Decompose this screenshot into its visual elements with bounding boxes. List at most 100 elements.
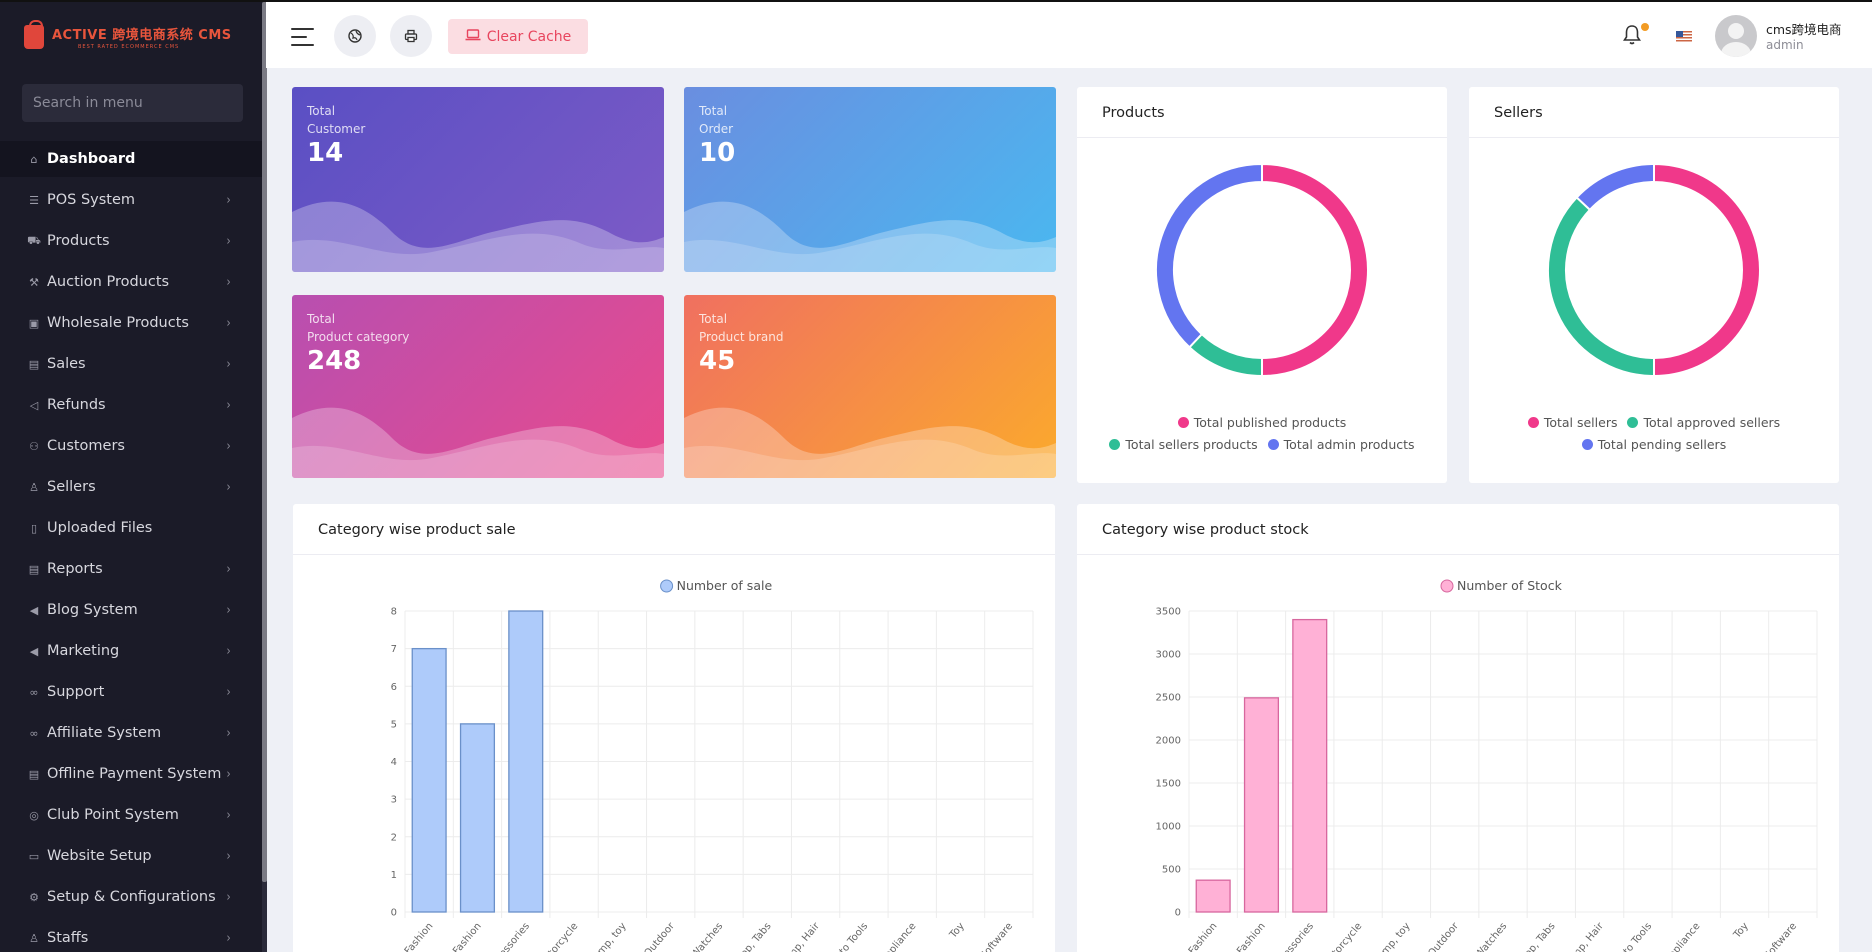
stat-label-line2: Product brand (699, 330, 784, 344)
legend-admin-products[interactable]: Total admin products (1267, 437, 1415, 452)
user-name[interactable]: cms跨境电商 (1766, 22, 1842, 37)
sidebar-item-label: Products (47, 233, 110, 249)
sidebar-item-label: POS System (47, 192, 136, 208)
legend-label: Number of sale (677, 578, 773, 593)
legend-total-sellers[interactable]: Total sellers (1527, 415, 1617, 430)
sidebar-item-pos-system[interactable]: ☰ POS System › (0, 182, 262, 218)
sidebar-item-label: Customers (47, 438, 125, 454)
brand-logo[interactable]: ACTIVE 跨境电商系统 CMS BEST RATED ECOMMERCE C… (24, 20, 232, 52)
legend-dot (1581, 439, 1593, 450)
bar-fashion[interactable] (411, 647, 447, 913)
sidebar-item-customers[interactable]: ⚇ Customers › (0, 428, 262, 464)
products-donut-chart[interactable] (1077, 142, 1447, 402)
sidebar-item-staffs[interactable]: ♙ Staffs › (0, 920, 262, 952)
legend-published[interactable]: Total published products (1177, 415, 1346, 430)
coin-icon: ◎ (29, 808, 39, 822)
sidebar-scrollbar-thumb[interactable] (262, 2, 267, 882)
globe-button[interactable] (334, 15, 376, 57)
chevron-right-icon: › (226, 848, 231, 864)
sidebar-item-affiliate-system[interactable]: ∞ Affiliate System › (0, 715, 262, 751)
globe-icon (348, 29, 362, 43)
sidebar-item-setup-configurations[interactable]: ⚙ Setup & Configurations › (0, 879, 262, 915)
donut-slice-total-published-products[interactable] (1261, 162, 1369, 378)
x-tick-label: Accessories (486, 921, 532, 952)
y-tick-label: 5 (391, 719, 397, 730)
chevron-right-icon: › (226, 438, 231, 454)
x-tick-label: Toy (947, 921, 967, 941)
sidebar-item-dashboard[interactable]: ⌂ Dashboard (0, 141, 262, 177)
y-tick-label: 6 (391, 682, 397, 693)
user-role: admin (1766, 38, 1804, 52)
user-avatar[interactable] (1715, 15, 1757, 57)
sidebar-item-refunds[interactable]: ◁ Refunds › (0, 387, 262, 423)
donut-slice-total-approved-sellers[interactable] (1547, 196, 1655, 378)
shopping-bag-icon (24, 20, 44, 49)
box-icon: ▣ (28, 316, 40, 330)
legend-sellers-products[interactable]: Total sellers products (1109, 437, 1258, 452)
bar-fashion[interactable] (459, 723, 496, 913)
folder-icon: ▯ (30, 521, 38, 535)
sidebar-item-sellers[interactable]: ♙ Sellers › (0, 469, 262, 505)
bullhorn-icon: ◀ (29, 603, 39, 617)
sidebar-search-input[interactable] (22, 84, 243, 122)
sidebar-item-support[interactable]: ∞ Support › (0, 674, 262, 710)
stat-value: 248 (307, 346, 362, 376)
sidebar: ACTIVE 跨境电商系统 CMS BEST RATED ECOMMERCE C… (0, 0, 266, 952)
y-tick-label: 1500 (1156, 779, 1181, 790)
donut-slice-total-admin-products[interactable] (1155, 162, 1263, 349)
x-tick-label: Motorcycle (537, 921, 580, 952)
legend-pending-sellers[interactable]: Total pending sellers (1581, 437, 1726, 452)
sidebar-item-marketing[interactable]: ◀ Marketing › (0, 633, 262, 669)
legend-dot (1627, 417, 1639, 428)
total-customer-card: Total Customer 14 (292, 87, 664, 272)
sidebar-item-label: Wholesale Products (47, 315, 189, 331)
clear-cache-button[interactable]: Clear Cache (448, 19, 588, 54)
category-stock-bar-chart[interactable]: Number of Stock 0 500 1000 1500 2000 2500 3000 3… (1077, 555, 1839, 952)
sidebar-item-sales[interactable]: ▤ Sales › (0, 346, 262, 382)
x-tick-label: Watches (690, 921, 726, 952)
sidebar-item-website-setup[interactable]: ▭ Website Setup › (0, 838, 262, 874)
wave-decoration (292, 407, 664, 478)
chevron-right-icon: › (226, 930, 231, 946)
donut-slice-total-pending-sellers[interactable] (1575, 162, 1655, 212)
legend-swatch[interactable] (1440, 579, 1454, 593)
legend-dot (1527, 417, 1539, 428)
bar-accessories[interactable] (508, 610, 544, 913)
y-tick-label: 2 (391, 832, 397, 843)
sidebar-item-products[interactable]: ⛟ Products › (0, 223, 262, 259)
legend-label: Number of Stock (1457, 578, 1563, 593)
sidebar-item-club-point-system[interactable]: ◎ Club Point System › (0, 797, 262, 833)
sidebar-item-blog-system[interactable]: ◀ Blog System › (0, 592, 262, 628)
sidebar-item-wholesale-products[interactable]: ▣ Wholesale Products › (0, 305, 262, 341)
y-tick-label: 3 (391, 795, 397, 806)
stat-label-line2: Product category (307, 330, 410, 344)
chevron-right-icon: › (226, 725, 231, 741)
bar-fashion[interactable] (1195, 879, 1231, 913)
chevron-right-icon: › (226, 479, 231, 495)
sidebar-item-auction-products[interactable]: ⚒ Auction Products › (0, 264, 262, 300)
sidebar-item-uploaded-files[interactable]: ▯ Uploaded Files (0, 510, 262, 546)
menu-toggle-icon[interactable] (291, 28, 314, 46)
topbar: Clear Cache cms跨境电商 admin (266, 0, 1872, 68)
x-tick-label: Stamp, toy (585, 921, 629, 952)
sellers-donut-chart[interactable] (1469, 142, 1839, 402)
bar-accessories[interactable] (1292, 618, 1328, 913)
bar-fashion[interactable] (1243, 697, 1280, 913)
chevron-right-icon: › (226, 233, 231, 249)
sidebar-item-reports[interactable]: ▤ Reports › (0, 551, 262, 587)
category-stock-panel: Category wise product stock Number of St… (1077, 504, 1839, 952)
x-tick-label: Auto Tools (1613, 921, 1654, 952)
legend-approved-sellers[interactable]: Total approved sellers (1627, 415, 1780, 430)
legend-swatch[interactable] (660, 579, 674, 593)
user-icon: ♙ (29, 931, 39, 945)
link-icon: ∞ (29, 685, 39, 699)
donut-slice-total-sellers[interactable] (1653, 162, 1761, 378)
donut-slice-total-sellers-products[interactable] (1188, 332, 1263, 378)
us-flag-icon[interactable] (1676, 31, 1692, 42)
x-tick-label: Software (1762, 921, 1799, 952)
list-icon: ☰ (29, 193, 39, 207)
notification-bell-icon[interactable] (1623, 24, 1641, 51)
sidebar-item-offline-payment-system[interactable]: ▤ Offline Payment System › (0, 756, 262, 792)
print-button[interactable] (390, 15, 432, 57)
